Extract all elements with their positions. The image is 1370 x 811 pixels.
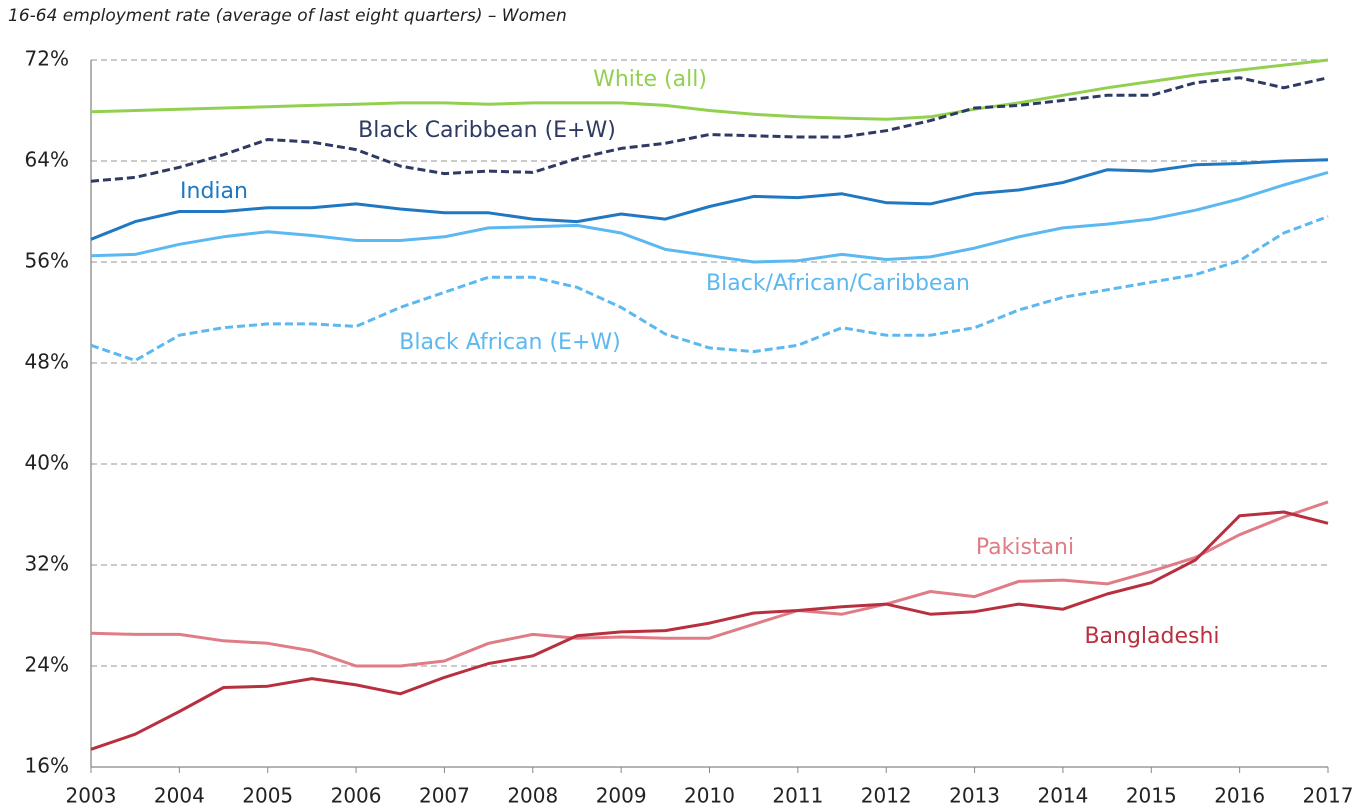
y-tick-label: 32% bbox=[25, 552, 69, 576]
y-tick-label: 16% bbox=[25, 754, 69, 778]
y-tick-label: 72% bbox=[25, 47, 69, 71]
series-label: Indian bbox=[180, 179, 248, 204]
series-label: Black/African/Caribbean bbox=[706, 271, 970, 296]
x-tick-label: 2003 bbox=[66, 784, 117, 808]
series-label: Pakistani bbox=[976, 535, 1074, 560]
y-tick-label: 56% bbox=[25, 249, 69, 273]
x-tick-label: 2017 bbox=[1303, 784, 1354, 808]
x-tick-label: 2011 bbox=[772, 784, 823, 808]
x-tick-label: 2007 bbox=[419, 784, 470, 808]
x-tick-label: 2013 bbox=[949, 784, 1000, 808]
series-label: Black African (E+W) bbox=[399, 330, 620, 355]
series-line bbox=[90, 158, 1329, 241]
series-line bbox=[90, 170, 1329, 264]
x-tick-label: 2015 bbox=[1126, 784, 1177, 808]
x-tick-label: 2008 bbox=[507, 784, 558, 808]
series-line bbox=[90, 58, 1329, 121]
x-tick-label: 2010 bbox=[684, 784, 735, 808]
x-tick-label: 2009 bbox=[596, 784, 647, 808]
x-tick-label: 2016 bbox=[1214, 784, 1265, 808]
x-tick-label: 2014 bbox=[1037, 784, 1088, 808]
y-tick-label: 24% bbox=[25, 653, 69, 677]
series-line bbox=[90, 510, 1329, 751]
x-tick-label: 2005 bbox=[242, 784, 293, 808]
series-line bbox=[90, 500, 1329, 668]
series-line bbox=[90, 215, 1329, 362]
series-label: Bangladeshi bbox=[1084, 624, 1219, 649]
y-tick-label: 64% bbox=[25, 148, 69, 172]
x-tick-label: 2006 bbox=[331, 784, 382, 808]
y-tick-label: 40% bbox=[25, 451, 69, 475]
series-line bbox=[90, 76, 1329, 183]
x-tick-label: 2004 bbox=[154, 784, 205, 808]
chart-title: 16-64 employment rate (average of last e… bbox=[8, 6, 567, 26]
y-tick-label: 48% bbox=[25, 350, 69, 374]
x-tick-label: 2012 bbox=[861, 784, 912, 808]
series-label: Black Caribbean (E+W) bbox=[358, 118, 616, 143]
series-label: White (all) bbox=[593, 67, 707, 92]
